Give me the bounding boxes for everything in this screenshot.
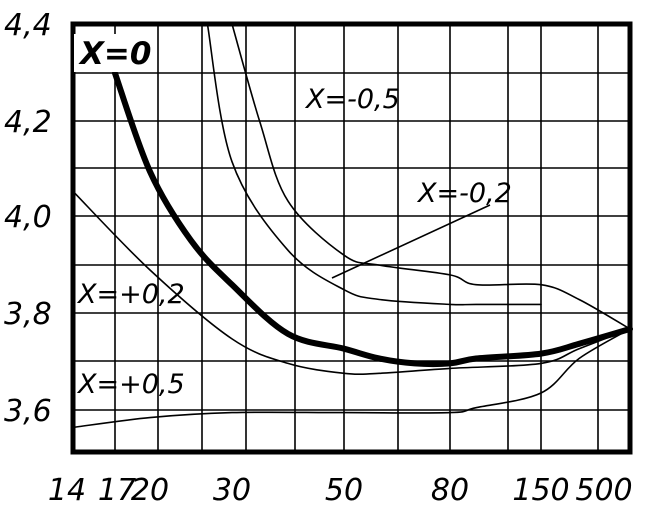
curve-labels: X=0 X=-0,5 X=-0,2 X=+0,2 X=+0,5 [74, 34, 512, 400]
y-tick-label: 3,6 [4, 394, 52, 429]
curve-label-x-0-5: X=-0,5 [304, 84, 400, 115]
y-tick-label: 4,0 [4, 200, 52, 235]
series-line-x-0-5 [231, 23, 631, 330]
curve-label-x-0-5: X=+0,5 [76, 369, 185, 400]
x-tick-label: 30 [213, 473, 251, 508]
series-line-x-0-5 [72, 328, 631, 429]
series-line-x-0 [112, 70, 633, 368]
series-line-x-0-2 [72, 190, 631, 376]
y-tick-label: 3,8 [4, 297, 52, 332]
y-tick-label: 4,2 [4, 105, 52, 140]
label-background [74, 34, 146, 72]
x-tick-label: 500 [575, 473, 632, 508]
x-tick-label: 17 [98, 473, 136, 508]
x-tick-label: 150 [512, 473, 569, 508]
series-line-x-0-2 [206, 23, 542, 306]
x-tick-label: 14 [48, 473, 86, 508]
leader-line [331, 204, 491, 279]
grid [73, 24, 630, 452]
y-tick-labels: 3,6 3,8 4,0 4,2 4,4 [4, 8, 52, 429]
curve-label-x-0: X=0 [78, 36, 151, 72]
x-tick-label: 80 [431, 473, 469, 508]
curve-label-x-0-2: X=+0,2 [76, 279, 185, 310]
x-tick-label: 50 [325, 473, 363, 508]
y-tick-label: 4,4 [4, 8, 52, 43]
plot-frame [70, 21, 633, 455]
curve-label-x-0-2: X=-0,2 [416, 178, 512, 209]
curves [72, 23, 633, 429]
x-tick-label: 20 [131, 473, 169, 508]
